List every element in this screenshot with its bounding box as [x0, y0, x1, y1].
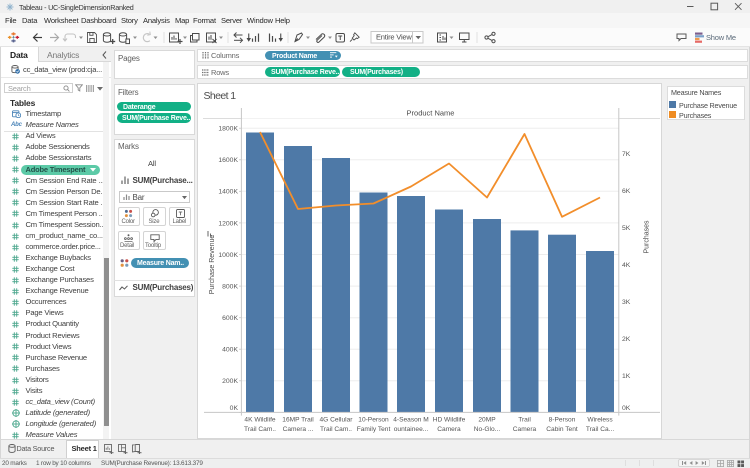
- svg-text:1600K: 1600K: [218, 157, 238, 164]
- svg-text:1800K: 1800K: [218, 126, 238, 133]
- svg-text:16MP Trail: 16MP Trail: [282, 417, 314, 424]
- svg-text:8-Person: 8-Person: [549, 417, 576, 424]
- svg-text:2K: 2K: [622, 336, 631, 343]
- svg-text:Cabin Tent: Cabin Tent: [546, 426, 578, 433]
- svg-text:20MP: 20MP: [478, 417, 496, 424]
- svg-text:Trail Ca...: Trail Ca...: [586, 426, 615, 433]
- svg-text:3K: 3K: [622, 299, 631, 306]
- svg-text:600K: 600K: [222, 315, 238, 322]
- svg-text:1200K: 1200K: [218, 220, 238, 227]
- svg-text:HD Wildlife: HD Wildlife: [433, 417, 466, 424]
- svg-text:4K: 4K: [622, 262, 631, 269]
- svg-text:Wireless: Wireless: [587, 417, 613, 424]
- svg-text:7K: 7K: [622, 151, 631, 158]
- svg-text:No-Glo...: No-Glo...: [474, 426, 501, 433]
- svg-text:Show Me: Show Me: [706, 33, 736, 42]
- svg-text:Purchase Revenue: Purchase Revenue: [209, 235, 216, 295]
- svg-text:Purchases: Purchases: [644, 220, 651, 254]
- svg-text:200K: 200K: [222, 378, 238, 385]
- svg-text:800K: 800K: [222, 284, 238, 291]
- svg-text:Trail Cam..: Trail Cam..: [244, 426, 276, 433]
- svg-text:1K: 1K: [622, 373, 631, 380]
- svg-text:4K Wildlife: 4K Wildlife: [244, 417, 275, 424]
- svg-text:ountainee...: ountainee...: [394, 426, 429, 433]
- svg-text:Trail: Trail: [518, 417, 531, 424]
- svg-text:Trail Cam..: Trail Cam..: [320, 426, 352, 433]
- svg-text:Camera: Camera: [513, 426, 537, 433]
- svg-text:4-Season M: 4-Season M: [393, 417, 429, 424]
- svg-text:1000K: 1000K: [218, 252, 238, 259]
- svg-text:400K: 400K: [222, 347, 238, 354]
- svg-text:Family Tent: Family Tent: [357, 426, 391, 433]
- svg-text:10-Person: 10-Person: [358, 417, 389, 424]
- svg-text:1400K: 1400K: [218, 189, 238, 196]
- svg-text:Product Name: Product Name: [407, 109, 455, 118]
- svg-text:0K: 0K: [230, 405, 239, 412]
- svg-text:0K: 0K: [622, 405, 631, 412]
- svg-text:Entire View: Entire View: [376, 33, 412, 42]
- svg-text:6K: 6K: [622, 188, 631, 195]
- svg-text:Camera: Camera: [437, 426, 461, 433]
- svg-text:4G Cellular: 4G Cellular: [320, 417, 354, 424]
- svg-text:5K: 5K: [622, 225, 631, 232]
- svg-text:Camera ...: Camera ...: [283, 426, 314, 433]
